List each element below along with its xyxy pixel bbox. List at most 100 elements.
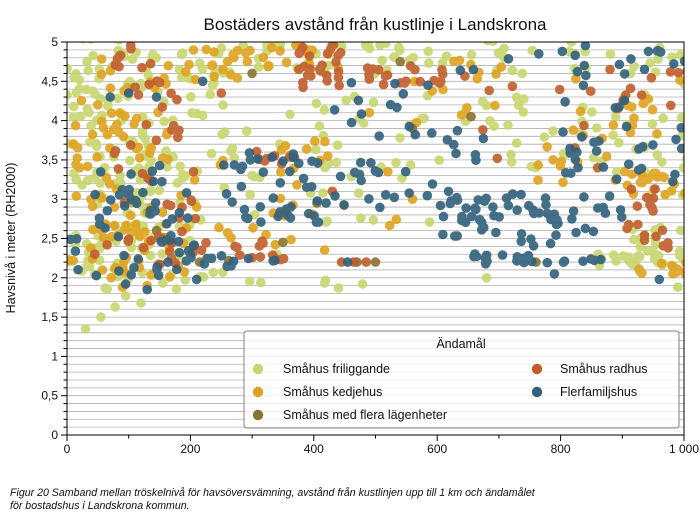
- data-point: [624, 252, 634, 262]
- data-point: [138, 242, 149, 253]
- data-point: [558, 177, 568, 188]
- data-point: [73, 264, 83, 275]
- data-point: [245, 189, 255, 200]
- data-point: [201, 44, 212, 55]
- data-point: [395, 56, 406, 67]
- data-point: [634, 251, 645, 262]
- data-point: [309, 211, 319, 221]
- data-point: [375, 202, 385, 213]
- data-point: [298, 77, 308, 88]
- data-point: [173, 236, 184, 247]
- data-point: [678, 163, 684, 173]
- data-point: [312, 196, 323, 206]
- data-point: [637, 177, 648, 188]
- chart-title: Bostäders avstånd från kustlinje i Lands…: [203, 15, 547, 34]
- data-point: [229, 160, 240, 170]
- data-point: [517, 68, 528, 79]
- data-point: [466, 211, 477, 222]
- data-point: [534, 208, 544, 218]
- data-point: [167, 214, 178, 224]
- data-point: [137, 62, 147, 73]
- data-point: [395, 133, 405, 143]
- data-point: [481, 273, 492, 283]
- data-point: [391, 157, 401, 168]
- data-point: [476, 225, 487, 235]
- data-point: [456, 110, 467, 120]
- data-point: [626, 54, 636, 64]
- data-point: [314, 121, 325, 131]
- data-point: [275, 193, 286, 204]
- data-point: [398, 89, 409, 99]
- y-tick-label: 0: [51, 428, 58, 442]
- data-point: [427, 179, 438, 189]
- data-point: [548, 155, 558, 165]
- data-point: [647, 119, 658, 129]
- data-point: [256, 217, 266, 227]
- data-point: [67, 90, 72, 100]
- data-point: [134, 153, 145, 163]
- data-point: [110, 302, 120, 312]
- data-point: [133, 254, 143, 264]
- data-point: [400, 166, 411, 177]
- data-point: [82, 161, 93, 172]
- axis-tick-labels: 0 0,5 1 1,5 2 2,5 3 3,5 4 4,5 5 0 200 400 600 800 1 000: [41, 35, 699, 455]
- data-point: [549, 269, 560, 279]
- data-point: [318, 188, 328, 198]
- data-point: [629, 61, 639, 72]
- data-point: [242, 56, 253, 67]
- data-point: [656, 258, 667, 269]
- data-point: [218, 100, 228, 110]
- data-point: [503, 54, 514, 64]
- data-point: [346, 117, 357, 128]
- data-point: [145, 148, 155, 158]
- data-point: [466, 50, 477, 60]
- data-point: [186, 196, 197, 206]
- data-point: [175, 161, 185, 172]
- data-point: [267, 152, 277, 162]
- data-point: [164, 272, 175, 282]
- data-point: [102, 129, 113, 140]
- data-point: [206, 148, 217, 159]
- data-point: [676, 123, 684, 133]
- data-point: [113, 93, 123, 104]
- data-point: [363, 42, 373, 49]
- data-point: [96, 69, 107, 80]
- data-point: [448, 139, 459, 150]
- data-point: [686, 131, 696, 141]
- data-point: [673, 67, 684, 78]
- data-point: [608, 130, 618, 140]
- y-tick-label: 5: [51, 35, 58, 49]
- data-point: [162, 199, 172, 210]
- data-point: [572, 66, 583, 77]
- data-point: [157, 207, 168, 218]
- data-point: [394, 42, 404, 53]
- data-point: [151, 92, 162, 102]
- data-point: [146, 209, 156, 219]
- caption-line-1: Figur 20 Samband mellan tröskelnivå för …: [10, 487, 535, 499]
- data-point: [423, 80, 433, 90]
- data-point: [191, 274, 202, 285]
- data-point: [516, 189, 526, 200]
- data-point: [566, 42, 577, 47]
- data-point: [320, 162, 330, 173]
- data-point: [571, 227, 581, 238]
- data-point: [301, 144, 312, 154]
- data-point: [332, 140, 343, 150]
- data-point: [148, 176, 159, 187]
- data-point: [172, 94, 182, 105]
- data-point: [610, 103, 621, 113]
- data-point: [437, 65, 447, 75]
- data-point: [81, 84, 92, 95]
- data-point: [216, 251, 227, 261]
- data-point: [591, 146, 602, 156]
- data-point: [451, 148, 461, 159]
- data-point: [166, 88, 176, 99]
- data-point: [673, 282, 683, 293]
- data-point: [88, 224, 98, 235]
- data-point: [333, 50, 344, 61]
- data-point: [286, 202, 296, 212]
- data-point: [560, 97, 570, 107]
- data-point: [356, 175, 367, 186]
- data-point: [190, 74, 201, 85]
- data-point: [399, 78, 410, 88]
